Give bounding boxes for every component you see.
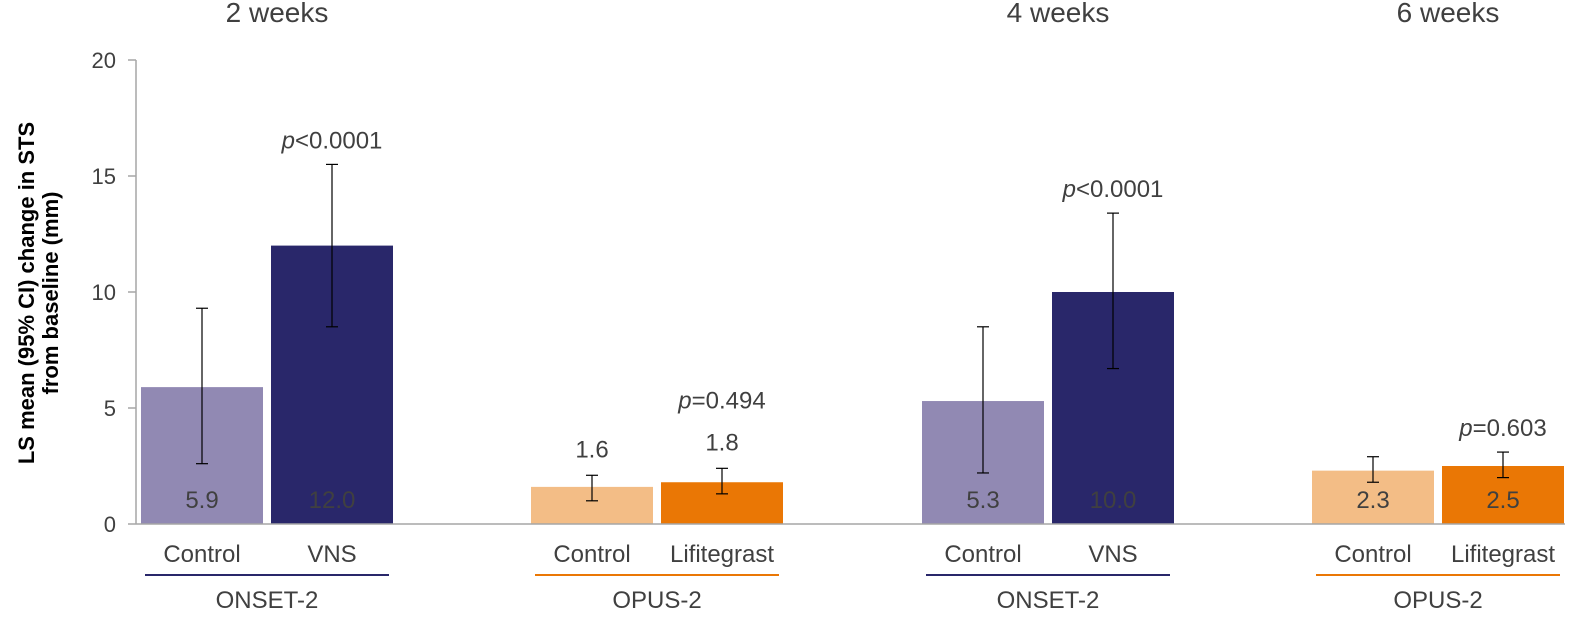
study-label: OPUS-2 <box>1393 587 1482 614</box>
timepoint-header: 4 weeks <box>1007 0 1110 28</box>
y-tick-label: 20 <box>92 48 116 73</box>
timepoint-header: 2 weeks <box>226 0 329 28</box>
y-axis: 0 5 10 15 20 <box>92 48 137 537</box>
error-bars <box>196 163 1509 502</box>
category-label: Lifitegrast <box>670 541 774 568</box>
y-tick-label: 0 <box>104 512 116 537</box>
data-label: 1.8 <box>705 429 738 456</box>
timepoint-header: 6 weeks <box>1397 0 1500 28</box>
category-label: VNS <box>1088 541 1137 568</box>
p-value-annotation: p<0.0001 <box>281 127 383 154</box>
data-label: 2.3 <box>1356 487 1389 514</box>
study-label: ONSET-2 <box>997 587 1100 614</box>
y-axis-label: LS mean (95% CI) change in STS from base… <box>14 122 63 464</box>
p-value-annotation: p=0.494 <box>677 387 765 414</box>
category-label: VNS <box>307 541 356 568</box>
category-label: Lifitegrast <box>1451 541 1555 568</box>
data-label: 5.3 <box>966 487 999 514</box>
category-label: Control <box>1334 541 1411 568</box>
study-label: OPUS-2 <box>612 587 701 614</box>
study-label: ONSET-2 <box>216 587 319 614</box>
category-label: Control <box>163 541 240 568</box>
y-tick-label: 10 <box>92 280 116 305</box>
p-value-annotation: p=0.603 <box>1458 415 1546 442</box>
data-label: 12.0 <box>309 487 356 514</box>
y-tick-label: 5 <box>104 396 116 421</box>
bars <box>141 245 1564 524</box>
data-label: 10.0 <box>1090 487 1137 514</box>
data-label: 5.9 <box>185 487 218 514</box>
category-label: Control <box>944 541 1021 568</box>
data-label: 2.5 <box>1486 487 1519 514</box>
p-value-annotation: p<0.0001 <box>1062 176 1164 203</box>
x-axis: Control VNS ONSET-2 2 weeks Control Lifitegra… <box>136 0 1565 614</box>
data-labels: 5.9 12.0 p<0.0001 1.6 1.8 p=0.494 5.3 10.0 p<0.0… <box>185 127 1546 514</box>
y-tick-label: 15 <box>92 164 116 189</box>
y-axis-label-line2: from baseline (mm) <box>38 192 63 395</box>
data-label: 1.6 <box>575 436 608 463</box>
y-axis-label-line1: LS mean (95% CI) change in STS <box>14 122 39 464</box>
category-label: Control <box>553 541 630 568</box>
